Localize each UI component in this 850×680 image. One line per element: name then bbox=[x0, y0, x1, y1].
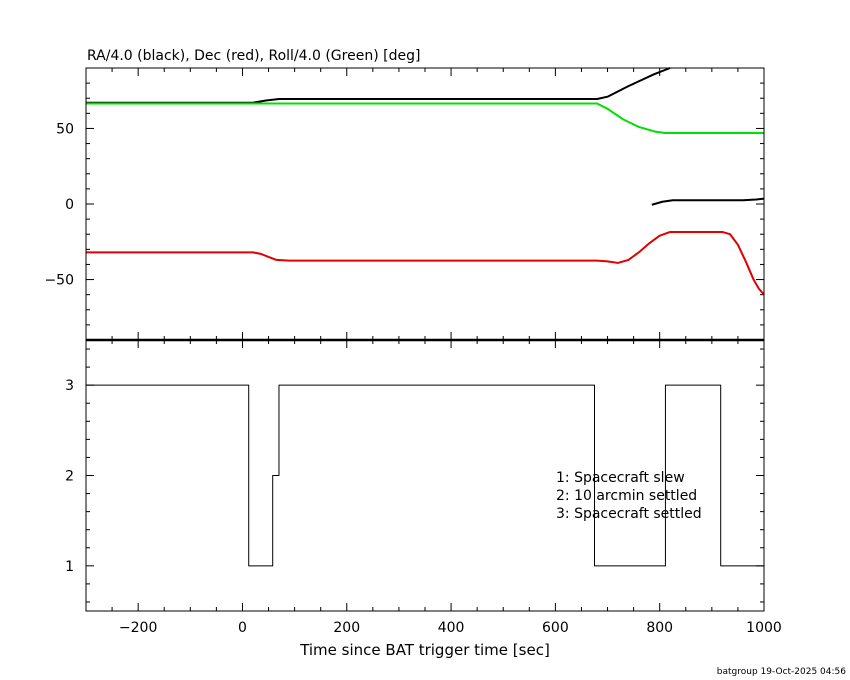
top-y-tick-label: −50 bbox=[44, 273, 74, 289]
x-tick-label: 800 bbox=[646, 620, 673, 636]
bottom-panel-y-tick-labels: 1 2 3 bbox=[65, 378, 74, 575]
chart-title: RA/4.0 (black), Dec (red), Roll/4.0 (Gre… bbox=[87, 48, 420, 64]
top-series-line-3 bbox=[86, 230, 765, 296]
x-tick-label: −200 bbox=[119, 620, 157, 636]
x-tick-label: 0 bbox=[238, 620, 247, 636]
legend-10-arcmin-settled: 2: 10 arcmin settled bbox=[556, 488, 697, 504]
x-tick-label: 400 bbox=[438, 620, 465, 636]
top-series-line-0 bbox=[86, 67, 671, 104]
x-tick-labels: −200 0 200 400 600 800 1000 bbox=[119, 620, 782, 636]
bottom-series-line-0 bbox=[86, 384, 764, 567]
top-series-line-1 bbox=[651, 197, 765, 206]
bottom-y-tick-label: 2 bbox=[65, 469, 74, 485]
x-axis-label: Time since BAT trigger time [sec] bbox=[299, 641, 550, 659]
footer-stamp: batgroup 19-Oct-2025 04:56 bbox=[717, 667, 846, 677]
legend-settled: 3: Spacecraft settled bbox=[556, 506, 702, 522]
top-y-tick-label: 0 bbox=[65, 197, 74, 213]
legend-slew: 1: Spacecraft slew bbox=[556, 470, 685, 486]
bottom-y-tick-label: 3 bbox=[65, 378, 74, 394]
x-tick-label: 600 bbox=[542, 620, 569, 636]
x-tick-label: 1000 bbox=[746, 620, 782, 636]
top-panel-y-tick-labels: 50 0 −50 bbox=[44, 121, 74, 288]
top-y-tick-label: 50 bbox=[56, 121, 74, 137]
bottom-panel-series bbox=[86, 384, 764, 567]
x-tick-label: 200 bbox=[333, 620, 360, 636]
top-panel-ticks bbox=[85, 67, 765, 341]
top-panel-series bbox=[86, 67, 765, 296]
bottom-y-tick-label: 1 bbox=[65, 559, 74, 575]
top-panel-frame bbox=[85, 67, 765, 341]
top-series-line-2 bbox=[86, 102, 764, 134]
